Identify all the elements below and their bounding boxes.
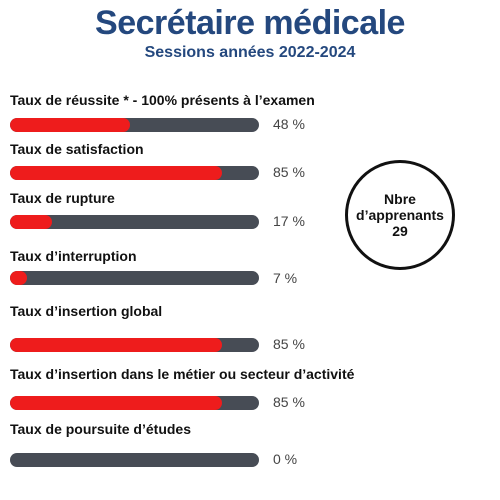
apprenants-count: 29: [392, 223, 408, 239]
stat-bar-interruption: [10, 271, 259, 285]
stat-value-insertion-metier: 85 %: [273, 394, 305, 410]
stat-bar-fill: [10, 271, 28, 285]
stat-label-poursuite-etudes: Taux de poursuite d’études: [10, 421, 191, 437]
stat-bar-fill: [10, 215, 53, 229]
stat-bar-insertion-global: [10, 338, 259, 352]
stat-value-interruption: 7 %: [273, 270, 298, 286]
stat-label-interruption: Taux d’interruption: [10, 248, 137, 264]
stat-bar-reussite: [10, 118, 259, 132]
stat-bar-insertion-metier: [10, 396, 259, 410]
stat-value-insertion-global: 85 %: [273, 336, 305, 352]
stat-bar-fill: [10, 338, 222, 352]
stat-value-satisfaction: 85 %: [273, 164, 305, 180]
apprenants-label-line1: Nbre: [384, 191, 416, 207]
stat-value-poursuite-etudes: 0 %: [273, 451, 298, 467]
stat-label-rupture: Taux de rupture: [10, 190, 115, 206]
stat-bar-fill: [10, 396, 222, 410]
apprenants-label-line2: d’apprenants: [356, 207, 444, 223]
apprenants-circle: Nbre d’apprenants 29: [345, 160, 455, 270]
stat-bar-fill: [10, 118, 130, 132]
stat-value-reussite: 48 %: [273, 116, 305, 132]
stat-bar-satisfaction: [10, 166, 259, 180]
stat-bar-rupture: [10, 215, 259, 229]
stat-label-insertion-metier: Taux d’insertion dans le métier ou secte…: [10, 366, 355, 382]
page-title: Secrétaire médicale: [95, 4, 405, 42]
stat-label-insertion-global: Taux d’insertion global: [10, 303, 163, 319]
page-subtitle: Sessions années 2022-2024: [144, 44, 356, 61]
stat-value-rupture: 17 %: [273, 213, 305, 229]
stat-label-satisfaction: Taux de satisfaction: [10, 141, 144, 157]
stat-bar-poursuite-etudes: [10, 453, 259, 467]
stat-label-reussite: Taux de réussite * - 100% présents à l’e…: [10, 92, 315, 108]
stat-bar-fill: [10, 166, 222, 180]
